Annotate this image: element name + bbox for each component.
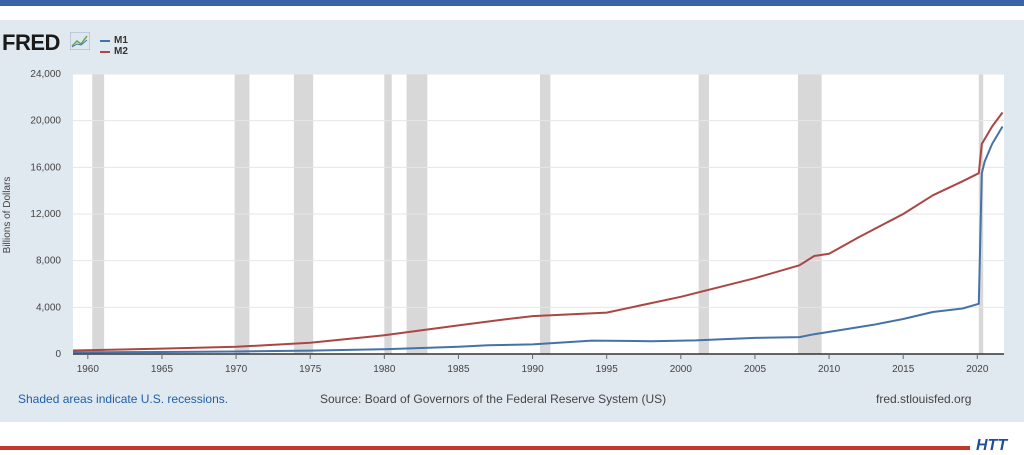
htt-logo-text: HTT (976, 437, 1008, 454)
x-tick-label: 2005 (744, 364, 767, 375)
fred-graph-icon (70, 32, 90, 50)
htt-logo: HTT (976, 437, 1007, 455)
legend-label-m1: M1 (114, 35, 128, 46)
y-tick-label: 0 (55, 349, 61, 360)
y-tick-label: 24,000 (30, 69, 61, 80)
series-line-m2 (72, 111, 1004, 352)
y-axis-ticks: 0 4,000 8,000 12,000 16,000 20,000 24,000 (30, 69, 61, 360)
y-axis-label: Billions of Dollars (2, 177, 13, 254)
x-axis-ticks: 1960 1965 1970 1975 1980 1985 1990 1995 2000 2005… (73, 353, 1004, 375)
top-accent-bar (0, 0, 1024, 6)
fred-url-link[interactable]: fred.stlouisfed.org (876, 392, 972, 406)
bottom-accent-line (0, 446, 970, 450)
x-tick-label: 2015 (892, 364, 915, 375)
line-chart: 0 4,000 8,000 12,000 16,000 20,000 24,000 1960… (2, 69, 1004, 375)
source-text: Source: Board of Governors of the Federa… (320, 392, 667, 406)
x-tick-label: 1960 (77, 364, 100, 375)
x-tick-label: 1975 (299, 364, 322, 375)
y-tick-label: 16,000 (30, 162, 61, 173)
recessions-note-link[interactable]: Shaded areas indicate U.S. recessions. (18, 392, 229, 406)
series-lines (72, 111, 1004, 354)
series-line-m1 (72, 125, 1004, 354)
legend: M1 M2 (100, 35, 128, 57)
x-tick-label: 1970 (225, 364, 248, 375)
x-tick-label: 1985 (447, 364, 470, 375)
legend-label-m2: M2 (114, 46, 128, 57)
y-tick-label: 8,000 (36, 256, 61, 267)
legend-item-m2: M2 (100, 46, 128, 57)
legend-item-m1: M1 (100, 35, 128, 46)
y-tick-label: 20,000 (30, 116, 61, 127)
legend-swatch-m2 (100, 50, 110, 53)
x-tick-label: 2000 (670, 364, 693, 375)
fred-logo: FRED (2, 30, 60, 55)
x-tick-label: 1980 (373, 364, 396, 375)
legend-swatch-m1 (100, 39, 110, 42)
x-tick-label: 1990 (521, 364, 544, 375)
x-tick-label: 2010 (818, 364, 841, 375)
x-tick-label: 2020 (966, 364, 989, 375)
x-tick-label: 1995 (596, 364, 619, 375)
y-tick-label: 12,000 (30, 209, 61, 220)
y-tick-label: 4,000 (36, 302, 61, 313)
x-tick-label: 1965 (151, 364, 174, 375)
